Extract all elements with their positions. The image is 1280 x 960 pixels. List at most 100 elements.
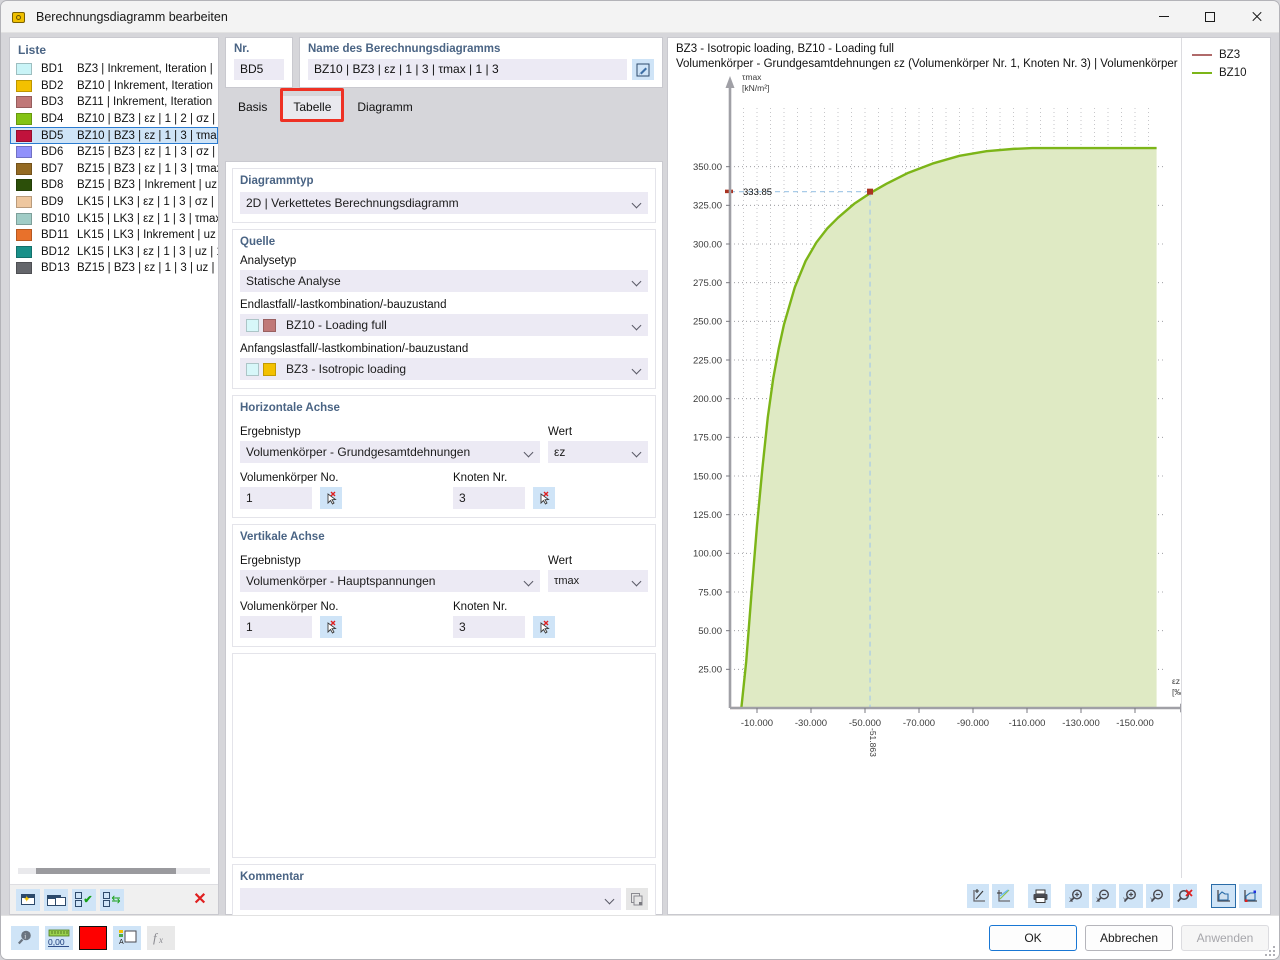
zoom-reset-button[interactable] xyxy=(1173,884,1197,908)
list-header: Liste xyxy=(18,43,47,57)
swatch-1 xyxy=(246,318,259,332)
list-item-bd3[interactable]: BD3 BZ11 | Inkrement, Iteration xyxy=(10,94,218,111)
legend-icon[interactable]: A xyxy=(113,925,141,950)
list-item-bd13[interactable]: BD13 BZ15 | BZ3 | εz | 1 | 3 | uz | 1 xyxy=(10,260,218,277)
tab-content: Diagrammtyp 2D | Verkettetes Berechnungs… xyxy=(225,161,663,919)
show-area-button[interactable] xyxy=(1211,884,1236,908)
v-volumenkoerper-input[interactable]: 1 xyxy=(240,616,312,638)
list-item-id: BD4 xyxy=(41,113,64,126)
swatch-2 xyxy=(263,318,276,332)
analysetyp-select[interactable]: Statische Analyse xyxy=(240,270,648,292)
h-volumenkoerper-input[interactable]: 1 xyxy=(240,487,312,509)
kommentar-select[interactable] xyxy=(240,888,621,910)
chart-panel: BZ3 - Isotropic loading, BZ10 - Loading … xyxy=(667,37,1271,915)
list-item-bd5[interactable]: BD5 BZ10 | BZ3 | εz | 1 | 3 | τmax | xyxy=(10,127,218,144)
v-wert-select[interactable]: τmax xyxy=(548,570,648,592)
curve-style-button[interactable] xyxy=(992,884,1014,908)
svg-text:100.00: 100.00 xyxy=(693,549,722,560)
list-item-bd10[interactable]: BD10 LK15 | LK3 | εz | 1 | 3 | τmax | xyxy=(10,210,218,227)
diagrammtyp-select[interactable]: 2D | Verkettetes Berechnungsdiagramm xyxy=(240,192,648,214)
svg-text:[kN/m²]: [kN/m²] xyxy=(742,83,769,93)
tab-tabelle[interactable]: Tabelle xyxy=(280,96,345,119)
svg-text:0,00: 0,00 xyxy=(48,937,65,947)
h-ergebnistyp-select[interactable]: Volumenkörper - Grundgesamtdehnungen xyxy=(240,441,540,463)
svg-text:X: X xyxy=(1069,898,1073,904)
chart-plot: 333.85 25.00 50.00 75.00 100.00 125.00 150.00 1… xyxy=(693,72,1181,757)
svg-text:325.00: 325.00 xyxy=(693,201,722,212)
list-item-id: BD10 xyxy=(41,212,70,225)
v-knoten-input[interactable]: 3 xyxy=(453,616,525,638)
tab-basis[interactable]: Basis xyxy=(238,100,268,114)
nr-input[interactable]: BD5 xyxy=(234,59,284,80)
pick-cursor-icon[interactable] xyxy=(320,616,342,638)
titlebar: Berechnungsdiagramm bearbeiten xyxy=(1,1,1279,33)
color-swatch xyxy=(16,229,32,242)
list-item-id: BD6 xyxy=(41,146,64,159)
anfangslastfall-select[interactable]: BZ3 - Isotropic loading xyxy=(240,358,648,380)
list-item-id: BD13 xyxy=(41,262,70,275)
chart-title-line1: BZ3 - Isotropic loading, BZ10 - Loading … xyxy=(676,43,894,55)
maximize-button[interactable] xyxy=(1187,1,1233,33)
pick-cursor-icon[interactable] xyxy=(320,487,342,509)
h-knoten-input[interactable]: 3 xyxy=(453,487,525,509)
list-item-bd2[interactable]: BD2 BZ10 | Inkrement, Iteration xyxy=(10,78,218,95)
resize-grip[interactable] xyxy=(1265,946,1275,956)
list-rows: BD1 BZ3 | Inkrement, Iteration | BD2 BZ10 |… xyxy=(10,61,218,862)
pick-cursor-icon[interactable] xyxy=(533,487,555,509)
new-item-button[interactable]: ✦ xyxy=(16,888,40,911)
chevron-down-icon xyxy=(633,321,642,330)
copy-icon[interactable] xyxy=(626,888,648,910)
empty-area xyxy=(232,653,656,858)
show-points-button[interactable] xyxy=(1239,884,1262,908)
minimize-button[interactable] xyxy=(1141,1,1187,33)
close-button[interactable] xyxy=(1233,1,1279,33)
color-swatch[interactable] xyxy=(79,925,107,950)
list-item-bd11[interactable]: BD11 LK15 | LK3 | Inkrement | uz | xyxy=(10,227,218,244)
legend-item-bz3[interactable]: BZ3 xyxy=(1192,46,1270,64)
magnifier-icon[interactable]: i xyxy=(11,925,39,950)
scrollbar-thumb[interactable] xyxy=(36,868,176,874)
h-wert-select[interactable]: εz xyxy=(548,441,648,463)
ok-button[interactable]: OK xyxy=(989,924,1077,951)
list-item-id: BD11 xyxy=(41,229,69,242)
list-panel: Liste BD1 BZ3 | Inkrement, Iteration | BD2… xyxy=(9,37,219,915)
endlastfall-select[interactable]: BZ10 - Loading full xyxy=(240,314,648,336)
cancel-button[interactable]: Abbrechen xyxy=(1085,924,1173,951)
list-item-bd9[interactable]: BD9 LK15 | LK3 | εz | 1 | 3 | σz | 1 xyxy=(10,194,218,211)
name-input[interactable]: BZ10 | BZ3 | εz | 1 | 3 | τmax | 1 | 3 xyxy=(308,59,627,80)
horizontale-achse-title: Horizontale Achse xyxy=(240,402,340,414)
invert-selection-button[interactable]: ⇆ xyxy=(100,888,124,911)
copy-item-button[interactable] xyxy=(44,888,68,911)
delete-item-button[interactable]: ✕ xyxy=(193,890,207,908)
list-hscrollbar[interactable] xyxy=(18,868,210,874)
list-item-bd4[interactable]: BD4 BZ10 | BZ3 | εz | 1 | 2 | σz | 1 xyxy=(10,111,218,128)
ruler-0.00-icon[interactable]: 0,00 xyxy=(45,925,73,950)
list-item-bd8[interactable]: BD8 BZ15 | BZ3 | Inkrement | uz | xyxy=(10,177,218,194)
zoom-out-x-button[interactable]: X xyxy=(1092,884,1116,908)
pencil-edit-icon[interactable] xyxy=(632,59,654,80)
list-item-bd6[interactable]: BD6 BZ15 | BZ3 | εz | 1 | 3 | σz | 1 xyxy=(10,144,218,161)
svg-text:A: A xyxy=(119,939,124,946)
tab-diagramm[interactable]: Diagramm xyxy=(357,100,413,114)
list-item-bd12[interactable]: BD12 LK15 | LK3 | εz | 1 | 3 | uz | 1 xyxy=(10,244,218,261)
pick-cursor-icon[interactable] xyxy=(533,616,555,638)
diagrammtyp-value: 2D | Verkettetes Berechnungsdiagramm xyxy=(246,196,459,210)
print-button[interactable] xyxy=(1028,884,1051,908)
header-row: Nr. BD5 Name des Berechnungsdiagramms BZ… xyxy=(225,37,663,88)
add-axis-button[interactable] xyxy=(967,884,989,908)
color-swatch xyxy=(16,146,32,159)
list-item-description: BZ10 | BZ3 | εz | 1 | 3 | τmax | xyxy=(77,129,218,142)
zoom-in-y-button[interactable]: Y xyxy=(1119,884,1143,908)
kommentar-label: Kommentar xyxy=(240,871,304,883)
list-item-bd1[interactable]: BD1 BZ3 | Inkrement, Iteration | xyxy=(10,61,218,78)
chart-canvas[interactable]: BZ3 - Isotropic loading, BZ10 - Loading … xyxy=(668,38,1182,878)
legend-item-bz10[interactable]: BZ10 xyxy=(1192,64,1270,82)
select-all-button[interactable]: ✔ xyxy=(72,888,96,911)
zoom-in-x-button[interactable]: X xyxy=(1065,884,1089,908)
color-swatch xyxy=(16,179,32,192)
list-item-description: BZ10 | Inkrement, Iteration xyxy=(77,79,213,92)
zoom-out-y-button[interactable]: Y xyxy=(1146,884,1170,908)
list-item-bd7[interactable]: BD7 BZ15 | BZ3 | εz | 1 | 3 | τmax | xyxy=(10,161,218,178)
v-ergebnistyp-select[interactable]: Volumenkörper - Hauptspannungen xyxy=(240,570,540,592)
list-item-id: BD8 xyxy=(41,179,64,192)
